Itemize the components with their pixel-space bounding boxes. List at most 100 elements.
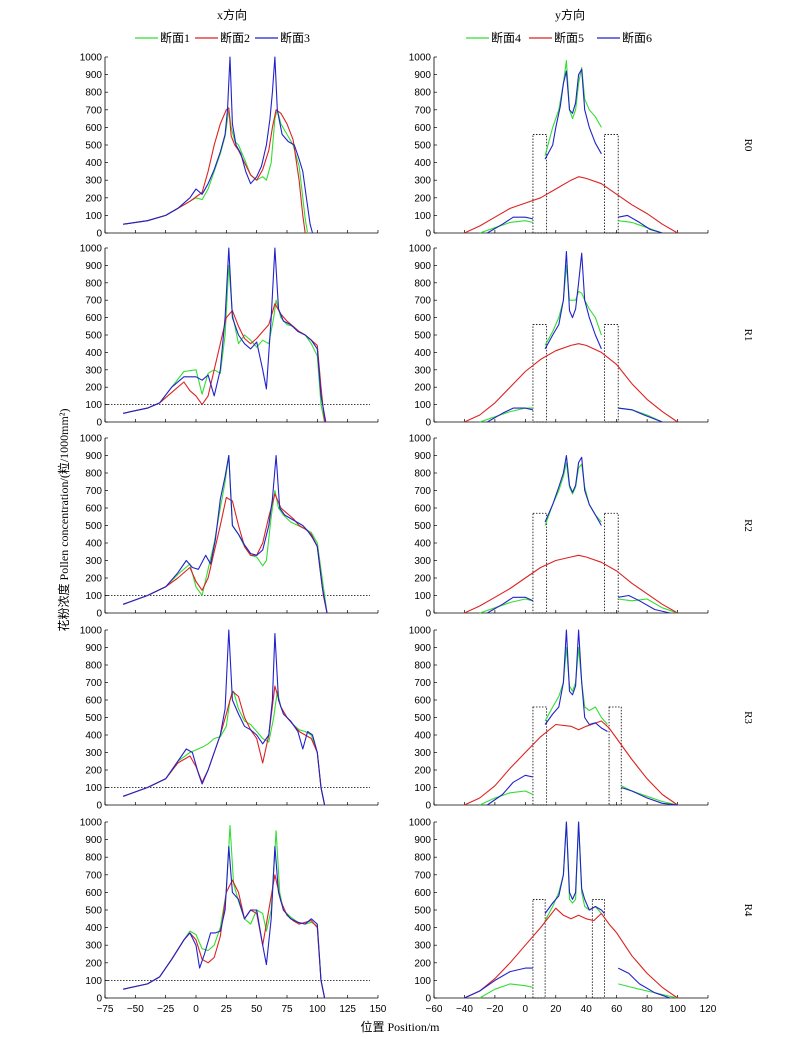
panel-r2-right-marker-box-2	[604, 512, 619, 614]
panel-r4-left-ytick-label: 1000	[80, 818, 103, 829]
panel-r4-right-xtick-label: 100	[669, 1004, 686, 1015]
panel-r4-right-xtick-label: 0	[523, 1004, 529, 1015]
panel-r1-left-series-blue	[123, 247, 327, 423]
panel-r4-right-xtick-label: −20	[486, 1004, 503, 1015]
panel-r0-right-ytick-label: 600	[414, 123, 431, 134]
panel-r1-left-ytick-label: 600	[85, 313, 102, 324]
panel-r0-right-ytick-label: 500	[414, 141, 431, 152]
panel-r0-left-ytick-label: 700	[85, 105, 102, 116]
panel-r4-right-xtick-label: 60	[611, 1004, 623, 1015]
panel-r1-right-series-blue	[618, 407, 663, 423]
panel-r4-left-xtick-label: 0	[193, 1004, 199, 1015]
panel-r0-left-ytick-label: 400	[85, 158, 102, 169]
y-axis-label: 花粉浓度 Pollen concentration/(粒/1000mm²)	[56, 409, 71, 632]
panel-r1-right-ytick-label: 900	[414, 261, 431, 272]
legend-right: 断面4 断面5 断面6	[466, 30, 652, 45]
legend-label-section-4: 断面4	[491, 30, 521, 45]
panel-r2-right-series-green	[544, 461, 602, 526]
panel-r3-right-ytick-label: 400	[414, 731, 431, 742]
panel-r1-right-series-green	[544, 264, 602, 346]
panel-r4-left-ytick-label: 200	[85, 958, 102, 969]
panel-r1-right-ytick-label: 800	[414, 278, 431, 289]
panel-r1-right-series-blue	[487, 407, 534, 423]
panel-r4-left-xtick-label: 50	[251, 1004, 263, 1015]
y-direction-title: y方向	[555, 7, 585, 22]
panel-r2-right-series-blue	[618, 594, 671, 614]
panel-r0-right-series-blue	[487, 216, 534, 234]
panel-r0-left: 0 100 200 300 400 500 600 700 800 900 1000	[80, 53, 379, 240]
panel-r2-left-ytick-label: 500	[85, 521, 102, 532]
panel-r0-left-ytick-label: 900	[85, 70, 102, 81]
panel-r1-right-marker-box-2	[604, 324, 619, 423]
panel-r3-right-ytick-label: 500	[414, 713, 431, 724]
panel-r4-left-ytick-label: 600	[85, 888, 102, 899]
panel-r4-right-xtick-label: 40	[581, 1004, 593, 1015]
panel-r2-right-ytick-label: 400	[414, 539, 431, 550]
panel-r0-left-series-blue	[123, 56, 314, 234]
panel-r0-right-series-blue	[618, 214, 663, 234]
panel-r4-left-xtick-label: 75	[281, 1004, 293, 1015]
panel-r0-right-ytick-label: 300	[414, 176, 431, 187]
panel-r3-left-ytick-label: 300	[85, 748, 102, 759]
panel-r3-left-ytick-label: 400	[85, 731, 102, 742]
panel-r3-left: 0 100 200 300 400 500 600 700 800 900 1000	[80, 626, 379, 812]
panel-r2-left-ytick-label: 200	[85, 574, 102, 585]
panel-r4-right-series-green	[479, 983, 534, 999]
panel-r1-right-ytick-label: 100	[414, 400, 431, 411]
panel-r0-right-series-green	[479, 220, 534, 234]
panel-r2-left-ytick-label: 400	[85, 539, 102, 550]
panel-r3-right-ytick-label: 700	[414, 678, 431, 689]
panel-r2-left-ytick-label: 100	[85, 591, 102, 602]
panel-r3-right-marker-box-2	[608, 706, 622, 806]
panel-r4-right-ytick-label: 100	[414, 976, 431, 987]
panel-r4-left-xtick-label: −75	[97, 1004, 114, 1015]
panel-r0-left-ytick-label: 500	[85, 141, 102, 152]
panel-r3-left-series-red	[123, 685, 326, 806]
panel-r0-right-ytick-label: 700	[414, 105, 431, 116]
panel-r4-right-marker-box-2	[591, 899, 605, 999]
panel-r4-right-ytick-label: 700	[414, 870, 431, 881]
panel-r4-right-xtick-label: 20	[550, 1004, 562, 1015]
panel-r2-left-ytick-label: 900	[85, 451, 102, 462]
panel-r4-left-ytick-label: 700	[85, 870, 102, 881]
panel-r1-right-ytick-label: 0	[425, 418, 431, 429]
panel-r2-right-ytick-label: 800	[414, 469, 431, 480]
panel-r1-left-ytick-label: 300	[85, 365, 102, 376]
panel-r4-right-series-green	[544, 821, 602, 921]
panel-r1-left-ytick-label: 1000	[80, 244, 103, 255]
panel-r2-right-series-green	[618, 598, 678, 614]
row-label-r2: R2	[742, 519, 754, 532]
panel-r3-right-ytick-label: 600	[414, 696, 431, 707]
panel-r0-left-ytick-label: 800	[85, 88, 102, 99]
panel-r4-right-xtick-label: −60	[426, 1004, 443, 1015]
panel-r4-right-series-red	[464, 907, 678, 999]
row-label-r4: R4	[742, 904, 754, 917]
panel-r3-left-ytick-label: 800	[85, 661, 102, 672]
panel-r0-left-ytick-label: 1000	[80, 53, 103, 64]
panel-r3-left-ytick-label: 200	[85, 766, 102, 777]
panel-r3-right-series-blue	[621, 786, 678, 806]
panel-r1-right: 0 100 200 300 400 500 600 700 800 900 1000	[409, 244, 709, 429]
panel-r1-right-ytick-label: 500	[414, 331, 431, 342]
panel-r3-right-ytick-label: 0	[425, 801, 431, 812]
panel-r4-left-ytick-label: 300	[85, 941, 102, 952]
panel-r4-left-xtick-label: 25	[221, 1004, 233, 1015]
panel-r4-right-series-blue	[544, 821, 605, 914]
panel-r2-right-ytick-label: 0	[425, 609, 431, 620]
panel-r4-left-ytick-label: 400	[85, 923, 102, 934]
panel-r1-right-ytick-label: 400	[414, 348, 431, 359]
panel-r2-left-ytick-label: 600	[85, 504, 102, 515]
panel-r2-right-series-green	[479, 598, 534, 614]
panel-r4-left-xtick-label: 100	[309, 1004, 326, 1015]
panel-r3-left-series-blue	[123, 629, 326, 806]
panel-r1-left-ytick-label: 500	[85, 331, 102, 342]
panel-r2-left-ytick-label: 800	[85, 469, 102, 480]
panel-r3-right-series-green	[544, 646, 608, 725]
panel-r2-left-ytick-label: 0	[96, 609, 102, 620]
panel-r1-left-ytick-label: 900	[85, 261, 102, 272]
panel-r3-left-ytick-label: 100	[85, 783, 102, 794]
panel-r4-right-series-green	[618, 983, 678, 999]
panel-r2-right-ytick-label: 700	[414, 486, 431, 497]
panel-r4-left-ytick-label: 900	[85, 835, 102, 846]
